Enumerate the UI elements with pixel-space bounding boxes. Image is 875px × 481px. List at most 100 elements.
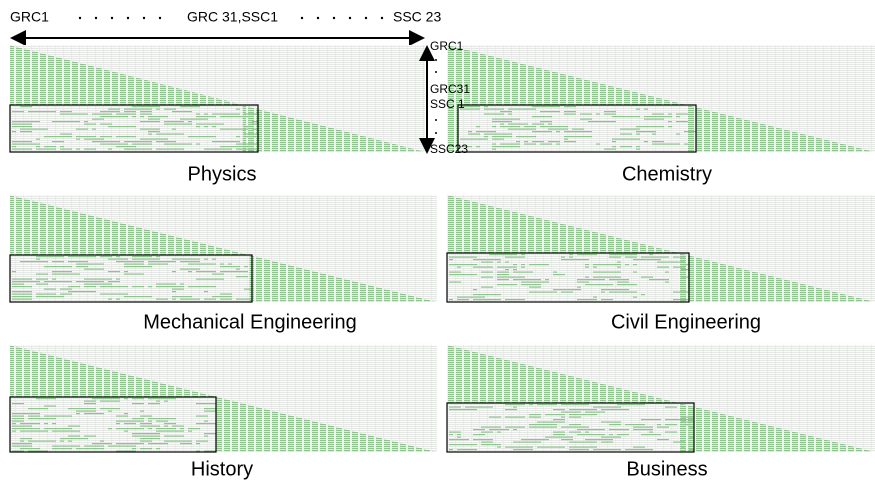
cell-run — [188, 263, 216, 265]
cell-run — [52, 271, 72, 273]
cell-run — [681, 269, 689, 271]
cell-run — [500, 126, 520, 128]
cell-run — [52, 430, 80, 432]
cell-run — [92, 128, 96, 130]
cell-run — [116, 136, 136, 138]
cell-run — [180, 428, 184, 430]
cell-run — [44, 428, 72, 430]
cell-run — [612, 116, 640, 118]
cell-run — [468, 131, 472, 133]
highlight-box — [446, 402, 695, 453]
cell-run — [220, 293, 232, 295]
cell-run — [449, 271, 461, 273]
cell-run — [609, 291, 637, 293]
cell-run — [585, 411, 605, 413]
cell-run — [644, 116, 672, 118]
cell-run — [252, 128, 258, 130]
cell-run — [196, 278, 224, 280]
cell-run — [140, 113, 152, 115]
highlight-box — [446, 252, 690, 303]
cell-run — [665, 406, 677, 408]
cell-run — [76, 263, 104, 265]
cell-run — [593, 296, 597, 298]
cell-run — [497, 266, 517, 268]
cell-run — [636, 131, 656, 133]
cell-run — [489, 416, 501, 418]
cell-run — [84, 123, 96, 125]
cell-run — [569, 424, 581, 426]
cell-run — [44, 423, 48, 425]
cell-run — [508, 113, 512, 115]
cell-run — [28, 440, 56, 442]
cell-run — [148, 443, 168, 445]
cell-run — [44, 266, 72, 268]
cell-run — [617, 284, 637, 286]
cell-run — [545, 414, 565, 416]
cell-run — [585, 431, 589, 433]
cell-run — [673, 299, 689, 301]
cell-run — [164, 423, 176, 425]
cell-run — [465, 406, 493, 408]
cell-run — [196, 143, 200, 145]
cell-run — [84, 138, 104, 140]
cell-run — [636, 133, 640, 135]
heatmap-panel: Civil Engineering — [446, 195, 875, 333]
header-label: GRC 31,SSC1 — [187, 9, 278, 25]
cell-run — [532, 116, 552, 118]
cell-run — [140, 128, 160, 130]
cell-run — [236, 143, 258, 145]
cell-run — [108, 271, 120, 273]
cell-run — [561, 291, 573, 293]
cell-run — [164, 123, 192, 125]
cell-run — [497, 446, 501, 448]
cell-run — [164, 121, 184, 123]
cell-run — [220, 298, 232, 300]
cell-run — [84, 413, 104, 415]
cell-run — [681, 416, 694, 418]
cell-run — [212, 141, 240, 143]
side-label: SSC23 — [430, 142, 468, 156]
cell-run — [100, 136, 112, 138]
cell-run — [596, 143, 600, 145]
cell-run — [244, 133, 258, 135]
cell-run — [596, 113, 600, 115]
cell-run — [68, 286, 80, 288]
cell-run — [12, 423, 16, 425]
cell-run — [484, 113, 504, 115]
cell-run — [76, 410, 96, 412]
cell-run — [12, 278, 32, 280]
cell-run — [124, 263, 144, 265]
cell-run — [108, 445, 136, 447]
cell-run — [673, 256, 685, 258]
cell-run — [604, 111, 616, 113]
cell-run — [601, 436, 621, 438]
cell-run — [20, 438, 32, 440]
cell-run — [44, 146, 56, 148]
cell-run — [180, 298, 200, 300]
cell-run — [449, 439, 469, 441]
cell-run — [100, 286, 128, 288]
cell-run — [156, 148, 184, 150]
cell-run — [564, 136, 592, 138]
cell-run — [124, 141, 152, 143]
cell-run — [636, 148, 640, 150]
panel-title: Civil Engineering — [611, 311, 761, 333]
cell-run — [84, 268, 104, 270]
cell-run — [212, 273, 224, 275]
cell-run — [529, 424, 557, 426]
cell-run — [489, 254, 517, 256]
cell-run — [204, 433, 216, 435]
cell-run — [505, 426, 525, 428]
cell-run — [521, 284, 541, 286]
cell-run — [481, 271, 493, 273]
cell-run — [36, 398, 56, 400]
heatmap-panel: Business — [446, 345, 875, 480]
cell-run — [460, 138, 488, 140]
cell-run — [513, 271, 533, 273]
heatmap-panel: History — [9, 345, 437, 480]
cell-run — [140, 138, 168, 140]
cell-run — [172, 128, 176, 130]
cell-run — [220, 271, 248, 273]
cell-run — [449, 434, 453, 436]
cell-run — [196, 415, 208, 417]
